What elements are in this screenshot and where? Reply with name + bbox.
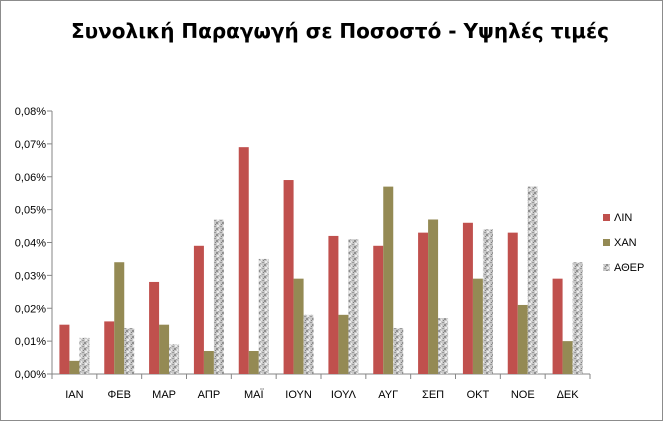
x-tick-label: ΙΟΥΛ [331,389,357,401]
bar-ΛΙΝ-ΙΟΥΛ [328,235,339,374]
x-tick-label: ΜΑΡ [152,389,176,401]
x-tick-label: ΑΥΓ [378,389,398,401]
bar-ΑΘΕΡ-ΑΥΓ [393,327,404,374]
bar-ΛΙΝ-ΜΑΡ [149,281,160,374]
bar-ΛΙΝ-ΝΟΕ [507,232,518,374]
y-tick-label: 0,01% [15,336,46,348]
x-tick-label: ΣΕΠ [422,389,444,401]
chart-title: Συνολική Παραγωγή σε Ποσοστό - Υψηλές τι… [71,19,609,43]
legend-swatch-ΧΑΝ [603,239,610,246]
x-tick-labels: ΙΑΝ ΦΕΒ ΜΑΡ ΑΠΡ ΜΑΪ ΙΟΥΝ ΙΟΥΛ ΑΥΓ ΣΕΠ ΟΚΤ ΝΟΕ ΔΕΚ [65,389,579,401]
bar-ΧΑΝ-ΙΟΥΛ [338,314,349,374]
legend-label-ΧΑΝ: ΧΑΝ [614,237,637,249]
y-tick-label: 0,06% [15,172,46,184]
x-tick-label: ΜΑΪ [244,389,265,401]
y-tick-label: 0,08% [15,106,46,118]
bar-ΧΑΝ-ΑΥΓ [383,186,394,374]
legend-swatch-ΛΙΝ [603,214,610,221]
bar-ΑΘΕΡ-ΜΑΪ [258,258,269,374]
bar-ΑΘΕΡ-ΙΑΝ [79,337,90,374]
bar-ΑΘΕΡ-ΝΟΕ [527,186,538,374]
bar-ΛΙΝ-ΑΥΓ [373,245,384,374]
legend-swatch-ΑΘΕΡ [603,264,610,271]
bar-ΑΘΕΡ-ΟΚΤ [482,229,493,374]
bar-ΑΘΕΡ-ΜΑΡ [169,344,180,374]
bar-ΛΙΝ-ΔΕΚ [552,278,563,374]
x-tick-label: ΝΟΕ [511,389,535,401]
axes [47,110,591,379]
x-tick-label: ΑΠΡ [198,389,221,401]
y-tick-labels: 0,00% 0,01% 0,02% 0,03% 0,04% 0,05% 0,06% 0,07%… [15,106,46,381]
x-tick-label: ΔΕΚ [557,389,580,401]
bar-ΧΑΝ-ΦΕΒ [114,262,125,374]
bar-ΧΑΝ-ΜΑΡ [159,324,170,374]
legend-label-ΑΘΕΡ: ΑΘΕΡ [614,262,644,274]
bar-ΛΙΝ-ΟΚΤ [462,222,473,374]
bar-ΧΑΝ-ΣΕΠ [428,219,439,374]
bar-ΛΙΝ-ΑΠΡ [193,245,204,374]
y-tick-label: 0,04% [15,238,46,250]
bar-ΑΘΕΡ-ΔΕΚ [572,262,583,374]
y-tick-label: 0,05% [15,205,46,217]
bar-ΧΑΝ-ΜΑΪ [248,350,259,374]
bar-ΑΘΕΡ-ΑΠΡ [213,219,224,374]
bar-ΧΑΝ-ΝΟΕ [517,304,528,374]
x-tick-label: ΙΑΝ [65,389,83,401]
bar-ΛΙΝ-ΙΑΝ [59,324,70,374]
bar-ΑΘΕΡ-ΣΕΠ [438,318,449,374]
bar-ΑΘΕΡ-ΦΕΒ [124,327,135,374]
bars-group [59,147,583,374]
y-tick-label: 0,03% [15,270,46,282]
y-tick-label: 0,07% [15,139,46,151]
legend-label-ΛΙΝ: ΛΙΝ [614,212,632,224]
bar-ΑΘΕΡ-ΙΟΥΛ [348,239,359,374]
bar-ΛΙΝ-ΙΟΥΝ [283,180,294,374]
x-tick-label: ΦΕΒ [108,389,131,401]
bar-ΑΘΕΡ-ΙΟΥΝ [303,314,314,374]
bar-ΧΑΝ-ΑΠΡ [203,350,214,374]
legend: ΛΙΝ ΧΑΝ ΑΘΕΡ [603,212,644,274]
x-tick-label: ΙΟΥΝ [285,389,312,401]
bar-ΛΙΝ-ΣΕΠ [418,232,429,374]
bar-ΛΙΝ-ΜΑΪ [238,147,249,374]
bar-ΧΑΝ-ΙΑΝ [69,360,80,374]
bar-ΧΑΝ-ΟΚΤ [472,278,483,374]
bar-ΧΑΝ-ΔΕΚ [562,341,573,374]
bar-ΧΑΝ-ΙΟΥΝ [293,278,304,374]
x-tick-label: ΟΚΤ [467,389,490,401]
y-tick-label: 0,02% [15,303,46,315]
y-tick-label: 0,00% [15,369,46,381]
bar-ΛΙΝ-ΦΕΒ [104,321,115,374]
